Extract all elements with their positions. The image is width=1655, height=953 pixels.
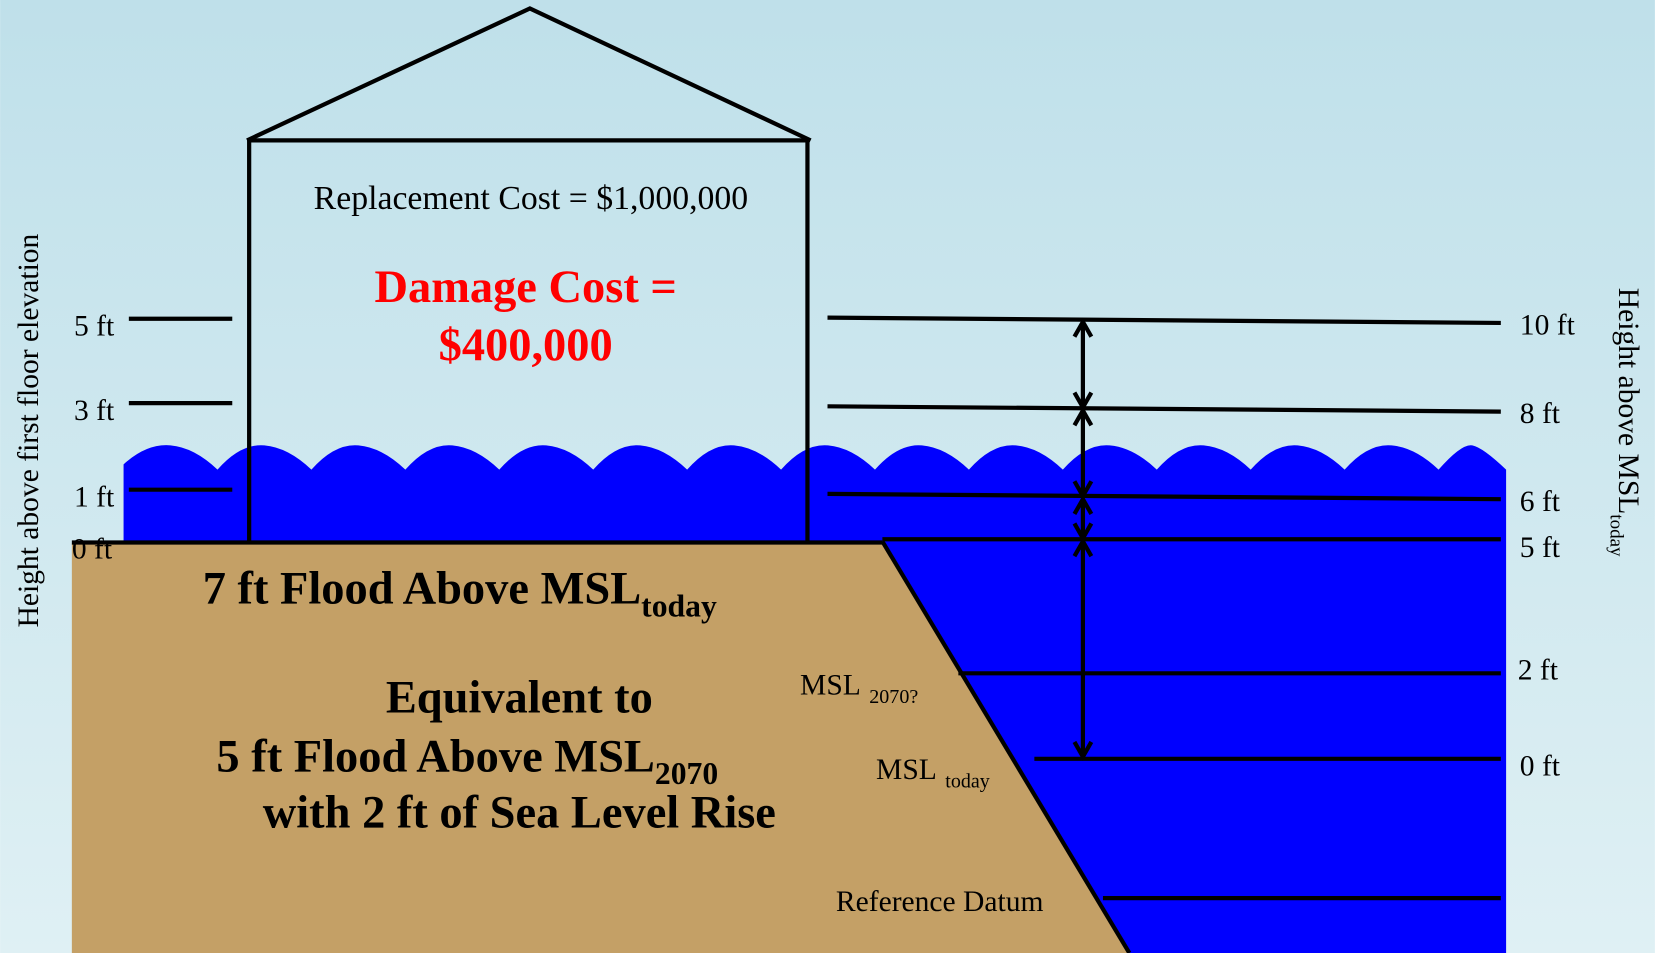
flood-line: with 2 ft of Sea Level Rise <box>263 787 776 838</box>
tick-label: 10 ft <box>1520 310 1576 342</box>
tick-label: 5 ft <box>1520 532 1561 564</box>
flood-line: 7 ft Flood Above MSLtoday <box>203 564 717 624</box>
left-tick-labels: 5 ft 3 ft 1 ft 0 ft <box>72 311 115 566</box>
replacement-cost: Replacement Cost = $1,000,000 <box>314 180 749 217</box>
sub: 2070? <box>869 686 918 708</box>
flood-line: 5 ft Flood Above MSL2070 <box>216 731 718 791</box>
right-ticks <box>827 315 1501 901</box>
text: MSL <box>800 669 861 701</box>
text: 7 ft Flood Above MSL <box>203 564 641 615</box>
tick-line <box>827 404 1501 414</box>
left-axis-title: Height above first floor elevation <box>13 233 45 627</box>
ground <box>71 543 1130 953</box>
text: 5 ft Flood Above MSL <box>216 731 654 782</box>
flood-line: Equivalent to <box>386 672 653 723</box>
msl-2070-label: MSL 2070? <box>800 669 918 707</box>
left-ticks <box>128 316 233 492</box>
flood-text: 7 ft Flood Above MSLtoday Equivalent to … <box>203 564 776 839</box>
text: MSL <box>876 754 937 786</box>
flood-water <box>123 445 1507 544</box>
right-axis-title: Height above MSLtoday <box>1606 288 1644 557</box>
title-sub: today <box>1606 514 1627 557</box>
reference-datum-label: Reference Datum <box>836 886 1044 918</box>
damage-cost: $400,000 <box>439 320 613 371</box>
right-tick-labels: 10 ft 8 ft 6 ft 5 ft 2 ft 0 ft <box>1518 310 1576 783</box>
msl-today-label: MSL today <box>876 754 990 792</box>
tick-label: 5 ft <box>74 311 115 343</box>
tick-label: 0 ft <box>72 533 113 565</box>
house <box>246 6 812 542</box>
tick-label: 2 ft <box>1518 655 1559 687</box>
tick-label: 0 ft <box>1520 751 1561 783</box>
title-text: Height above MSL <box>1612 288 1644 515</box>
arrows <box>1072 317 1094 761</box>
damage-cost: Damage Cost = <box>374 262 676 313</box>
tick-label: 3 ft <box>74 395 115 427</box>
slope-line <box>880 540 1132 953</box>
sea-water <box>882 543 1507 953</box>
tick-line <box>827 491 1501 502</box>
tick-label: 8 ft <box>1520 398 1561 430</box>
sub: today <box>945 770 990 792</box>
house-roof <box>246 6 812 143</box>
arrow <box>1072 537 1094 761</box>
sub: 2070 <box>655 756 718 791</box>
tick-line <box>827 315 1501 326</box>
sub: today <box>641 588 717 623</box>
tick-label: 6 ft <box>1520 486 1561 518</box>
tick-label: 1 ft <box>74 482 115 514</box>
